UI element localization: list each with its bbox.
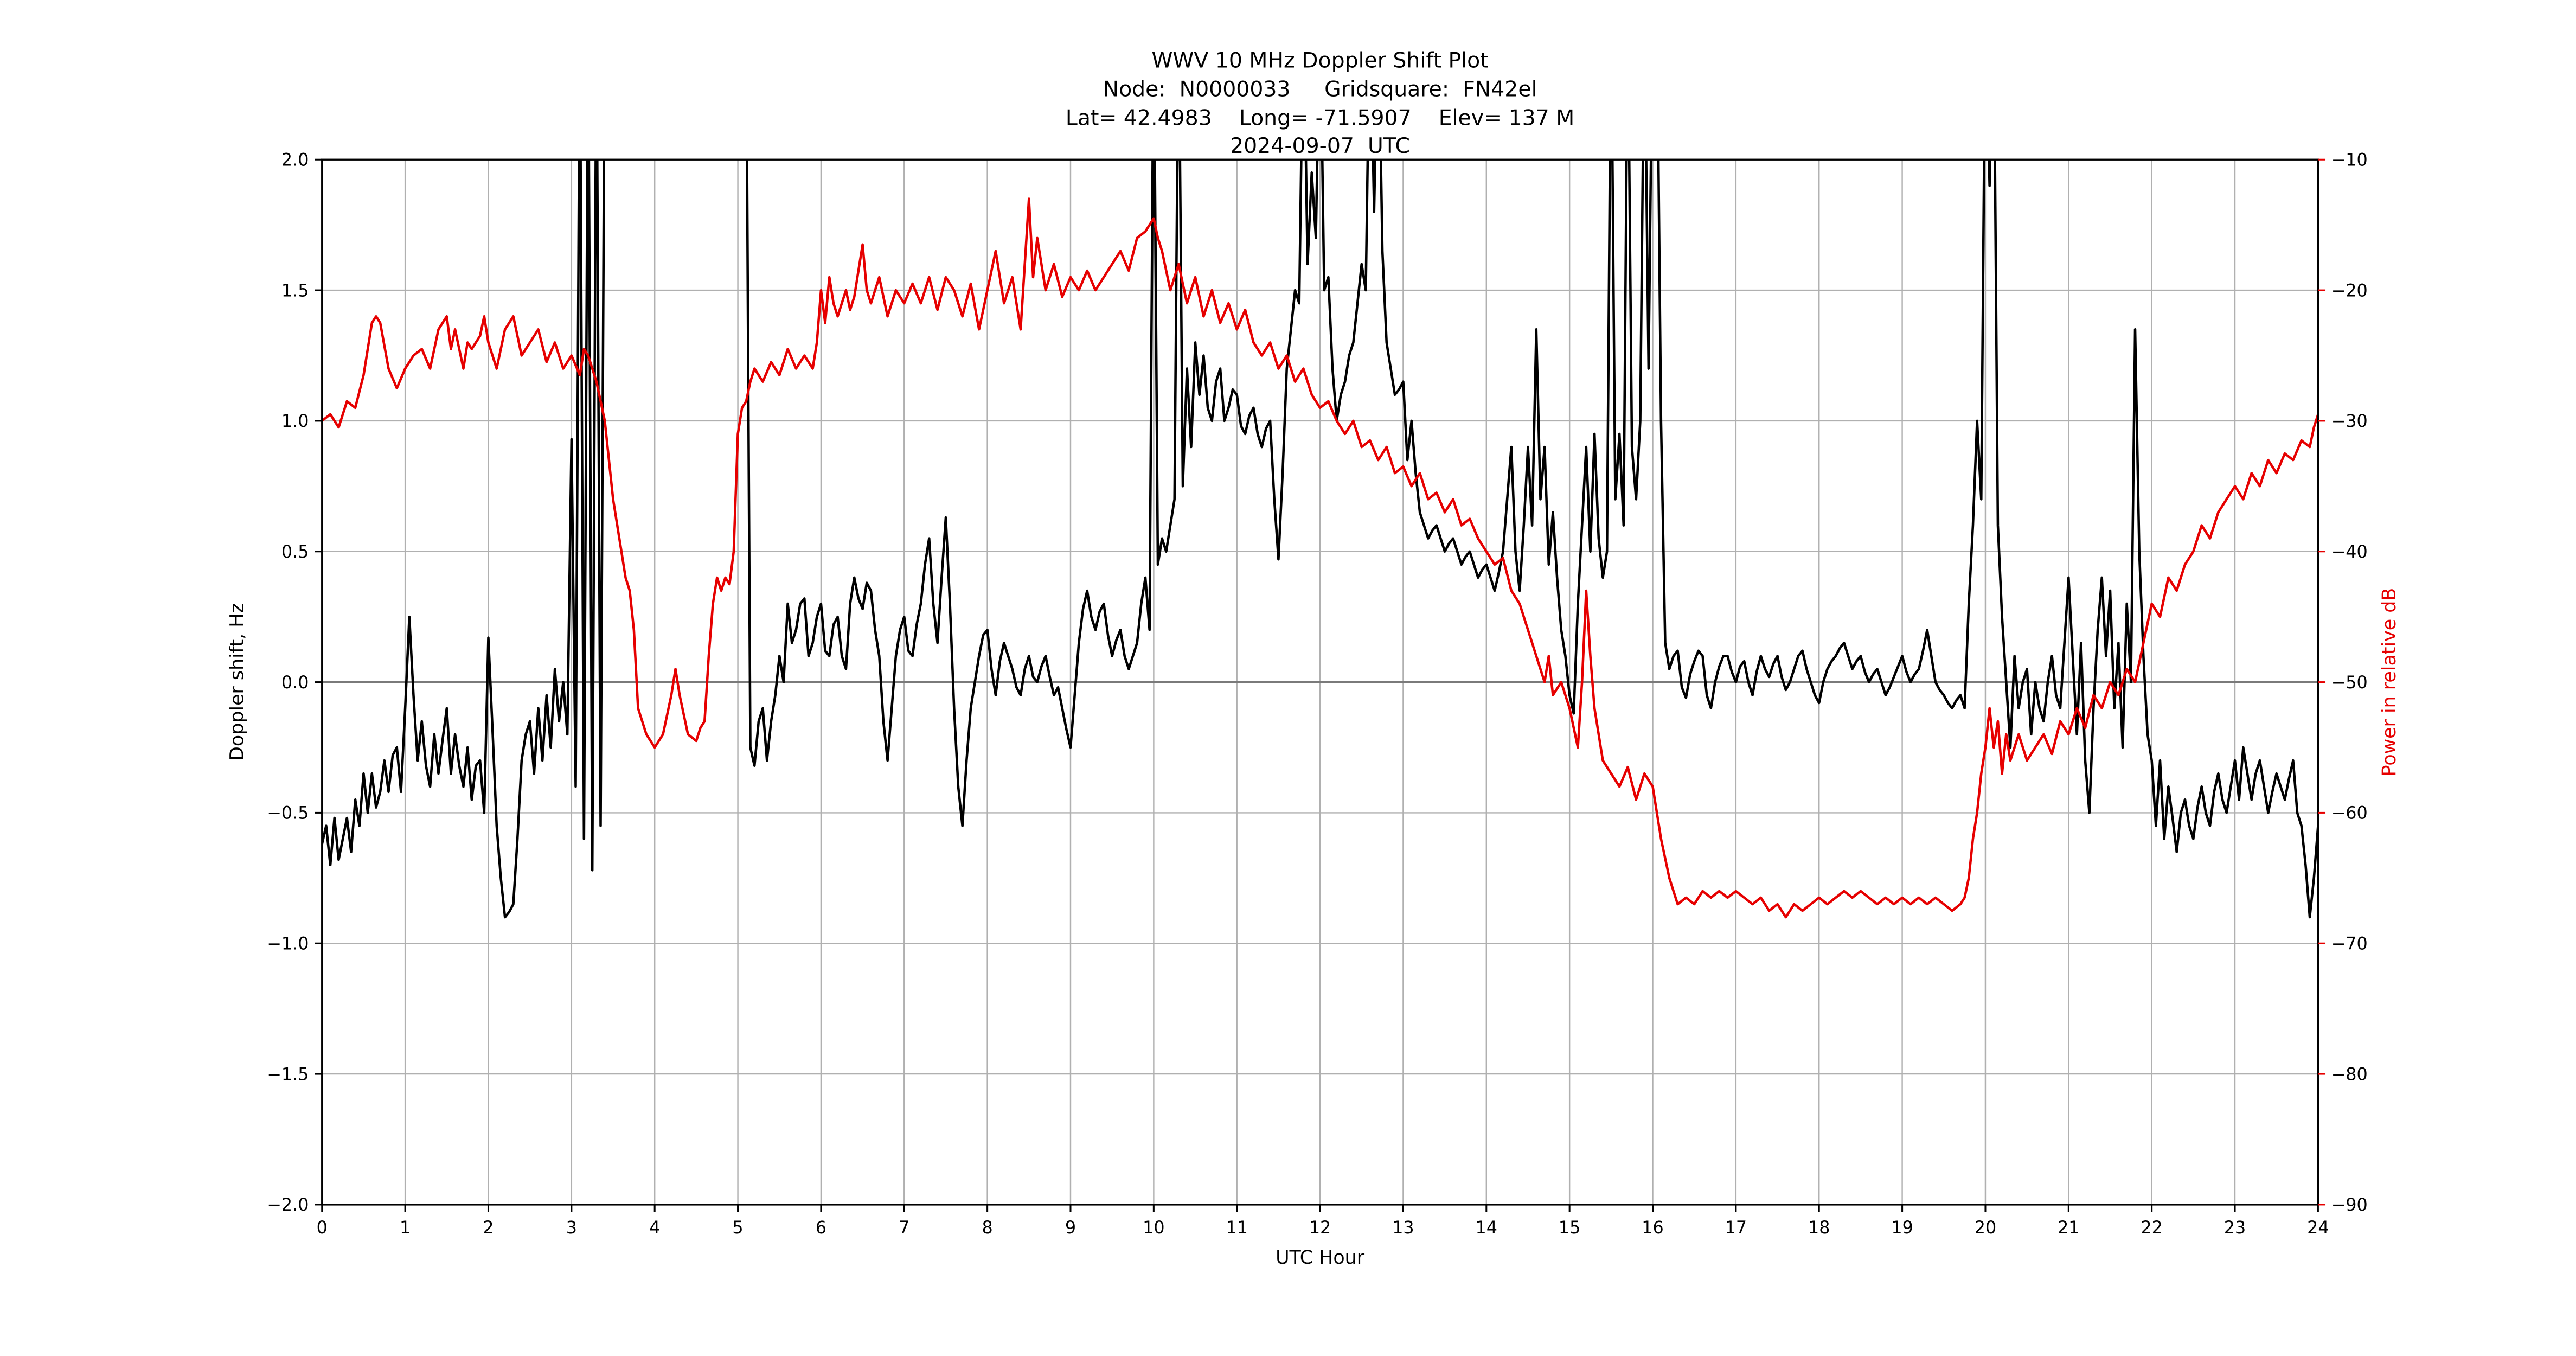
x-axis-label: UTC Hour [1276,1247,1365,1269]
y-right-tick-label: −20 [2331,280,2368,300]
x-tick-label: 0 [317,1218,328,1238]
x-tick-label: 8 [982,1218,993,1238]
x-tick-label: 18 [1808,1218,1830,1238]
x-tick-label: 19 [1891,1218,1913,1238]
y-left-tick-label: −1.5 [267,1064,309,1084]
chart-subtitle-date: 2024-09-07 UTC [1230,133,1410,158]
x-tick-label: 6 [816,1218,826,1238]
y-left-tick-label: 0.0 [281,673,309,693]
power-line [322,197,2318,919]
y-right-tick-label: −10 [2331,150,2368,170]
y-left-tick-label: 2.0 [281,150,309,170]
y-right-tick-label: −80 [2331,1064,2368,1084]
y-right-tick-label: −30 [2331,411,2368,431]
axis-layer [315,158,2326,1212]
x-tick-label: 15 [1559,1218,1580,1238]
y-left-tick-label: 1.5 [281,280,309,300]
y-right-tick-label: −40 [2331,542,2368,562]
y-left-tick-label: 0.5 [281,542,309,562]
x-tick-label: 4 [649,1218,660,1238]
series-layer [322,159,2318,919]
chart-title: WWV 10 MHz Doppler Shift Plot [1151,48,1488,73]
y-left-tick-label: 1.0 [281,411,309,431]
y-left-tick-label: −1.0 [267,933,309,954]
grid-layer [321,159,2319,1206]
x-tick-label: 13 [1392,1218,1414,1238]
x-tick-label: 17 [1725,1218,1747,1238]
tick-label-layer: 0 1 2 3 4 5 6 7 8 9 10 11 12 13 14 15 16 17 18 19 20 21 22 23 24… [267,150,2367,1237]
y-left-tick-label: −2.0 [267,1195,309,1215]
x-tick-label: 20 [1975,1218,1996,1238]
y-axis-left-label: Doppler shift, Hz [226,603,248,761]
x-tick-label: 10 [1143,1218,1164,1238]
x-tick-label: 5 [732,1218,743,1238]
y-right-tick-label: −50 [2331,673,2368,693]
x-tick-label: 2 [483,1218,494,1238]
x-tick-label: 9 [1065,1218,1076,1238]
y-right-tick-label: −60 [2331,803,2368,823]
x-tick-label: 1 [400,1218,411,1238]
x-tick-label: 3 [566,1218,577,1238]
x-tick-label: 23 [2224,1218,2246,1238]
chart-subtitle-location: Lat= 42.4983 Long= -71.5907 Elev= 137 M [1066,106,1574,131]
chart-subtitle-node: Node: N0000033 Gridsquare: FN42el [1103,77,1537,102]
x-tick-label: 11 [1226,1218,1247,1238]
y-right-tick-label: −90 [2331,1195,2368,1215]
y-axis-right-label: Power in relative dB [2379,588,2400,777]
x-tick-label: 7 [899,1218,909,1238]
x-tick-label: 24 [2307,1218,2329,1238]
x-tick-label: 14 [1476,1218,1497,1238]
doppler-line [322,159,2318,919]
y-right-tick-label: −70 [2331,933,2368,954]
x-tick-label: 16 [1642,1218,1663,1238]
x-tick-label: 21 [2058,1218,2079,1238]
x-tick-label: 12 [1309,1218,1331,1238]
x-tick-label: 22 [2141,1218,2162,1238]
y-left-tick-label: −0.5 [267,803,309,823]
